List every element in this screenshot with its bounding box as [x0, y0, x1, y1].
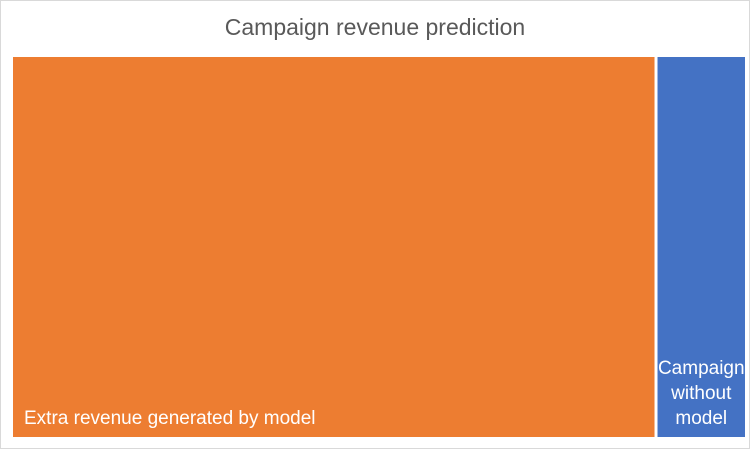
treemap-tile-label-0-0: Extra revenue generated by model [24, 408, 316, 429]
treemap-tile-0 [13, 57, 655, 437]
treemap-tile-label-1-1: without [670, 383, 732, 404]
chart-title: Campaign revenue prediction [224, 14, 526, 40]
treemap-tile-1 [657, 57, 745, 437]
treemap-tile-label-1-0: Campaign [658, 358, 745, 379]
treemap-tile-label-1-2: model [675, 408, 727, 429]
